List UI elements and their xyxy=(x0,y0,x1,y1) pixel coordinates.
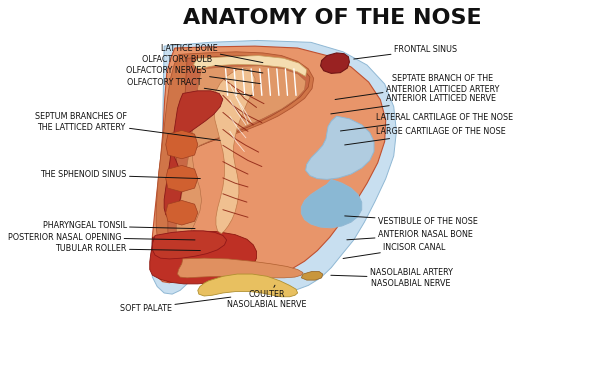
Polygon shape xyxy=(320,53,349,73)
Text: LARGE CARTILAGE OF THE NOSE: LARGE CARTILAGE OF THE NOSE xyxy=(344,127,506,145)
Text: SEPTUM BRANCHES OF
THE LATTICED ARTERY: SEPTUM BRANCHES OF THE LATTICED ARTERY xyxy=(35,112,220,141)
Text: SEPTATE BRANCH OF THE
ANTERIOR LATTICED ARTERY: SEPTATE BRANCH OF THE ANTERIOR LATTICED … xyxy=(335,74,499,100)
Text: VESTIBULE OF THE NOSE: VESTIBULE OF THE NOSE xyxy=(345,216,478,226)
Text: LATTICE BONE: LATTICE BONE xyxy=(161,44,263,63)
Text: ANATOMY OF THE NOSE: ANATOMY OF THE NOSE xyxy=(183,8,482,28)
Polygon shape xyxy=(152,46,386,283)
Polygon shape xyxy=(305,116,374,179)
Polygon shape xyxy=(194,55,307,76)
Polygon shape xyxy=(150,231,257,284)
Text: FRONTAL SINUS: FRONTAL SINUS xyxy=(354,46,457,59)
Text: PHARYNGEAL TONSIL: PHARYNGEAL TONSIL xyxy=(43,222,195,230)
Text: TUBULAR ROLLER: TUBULAR ROLLER xyxy=(55,244,200,253)
Text: INCISOR CANAL: INCISOR CANAL xyxy=(343,243,445,258)
Polygon shape xyxy=(164,91,223,218)
Polygon shape xyxy=(156,52,314,262)
Polygon shape xyxy=(176,66,305,242)
Text: NASOLABIAL ARTERY
NASOLABIAL NERVE: NASOLABIAL ARTERY NASOLABIAL NERVE xyxy=(331,268,452,288)
Polygon shape xyxy=(166,165,198,192)
Text: LATERAL CARTILAGE OF THE NOSE: LATERAL CARTILAGE OF THE NOSE xyxy=(340,113,513,131)
Text: OLFACTORY TRACT: OLFACTORY TRACT xyxy=(127,78,252,96)
Polygon shape xyxy=(152,231,227,259)
Polygon shape xyxy=(198,274,298,297)
Text: COULTER
NASOLABIAL NERVE: COULTER NASOLABIAL NERVE xyxy=(227,285,307,309)
Text: THE SPHENOID SINUS: THE SPHENOID SINUS xyxy=(40,170,200,179)
Polygon shape xyxy=(168,55,310,249)
Text: ANTERIOR LATTICED NERVE: ANTERIOR LATTICED NERVE xyxy=(331,94,496,114)
Polygon shape xyxy=(301,271,323,280)
Text: ANTERIOR NASAL BONE: ANTERIOR NASAL BONE xyxy=(347,230,473,240)
Polygon shape xyxy=(178,258,303,278)
Text: SOFT PALATE: SOFT PALATE xyxy=(120,297,231,313)
Polygon shape xyxy=(166,200,198,225)
Polygon shape xyxy=(214,69,255,234)
Polygon shape xyxy=(166,130,198,159)
Polygon shape xyxy=(151,40,397,294)
Text: POSTERIOR NASAL OPENING: POSTERIOR NASAL OPENING xyxy=(8,233,195,242)
Text: OLFACTORY NERVES: OLFACTORY NERVES xyxy=(127,66,260,84)
Text: OLFACTORY BULB: OLFACTORY BULB xyxy=(142,55,263,73)
Polygon shape xyxy=(301,179,362,228)
